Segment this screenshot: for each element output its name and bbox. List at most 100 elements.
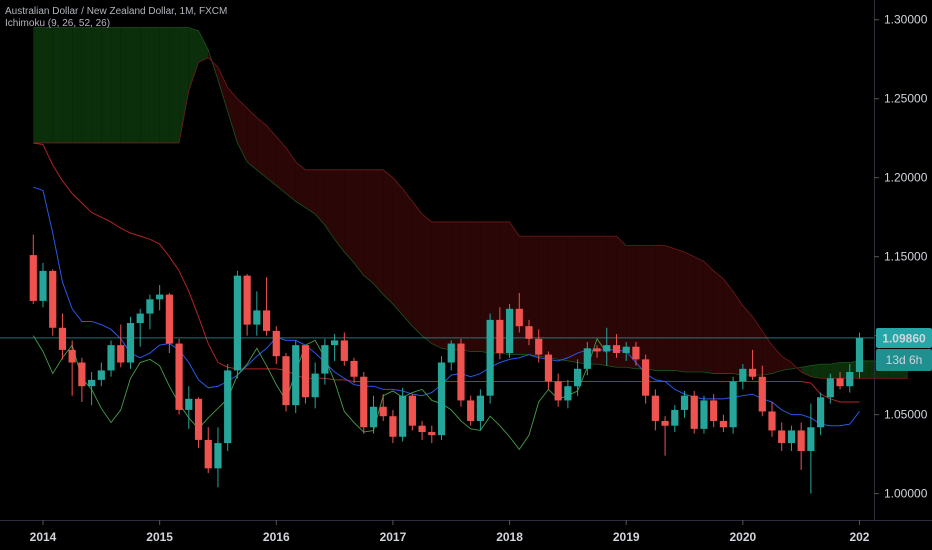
- cloud-segment: [62, 27, 73, 143]
- cloud-segment: [684, 251, 695, 372]
- candle-body: [729, 381, 737, 428]
- candle-body: [797, 430, 805, 451]
- cloud-segment: [772, 345, 782, 374]
- candle-body: [204, 439, 212, 469]
- candle-body: [836, 378, 844, 387]
- cloud-segment: [72, 27, 82, 143]
- candle-body: [447, 343, 455, 363]
- candle-body: [282, 356, 290, 406]
- cloud-segment: [198, 30, 209, 63]
- indicator-title[interactable]: Ichimoku (9, 26, 52, 26): [5, 18, 111, 29]
- cloud-segment: [169, 27, 180, 143]
- cloud-segment: [781, 356, 792, 371]
- cloud-segment: [694, 256, 704, 372]
- candle: [321, 338, 329, 385]
- cloud-segment: [305, 169, 316, 215]
- candle-body: [88, 379, 96, 387]
- candle-body: [331, 340, 339, 346]
- cloud-segment: [130, 27, 141, 143]
- cloud-segment: [703, 261, 714, 374]
- cloud-segment: [616, 236, 627, 368]
- candle: [574, 359, 582, 396]
- cloud-segment: [451, 221, 461, 350]
- candle: [826, 373, 834, 404]
- candle-body: [583, 348, 591, 369]
- chikou-span-line: [32, 335, 608, 451]
- candle: [282, 353, 290, 412]
- cloud-segment: [665, 245, 675, 371]
- candle-body: [262, 310, 271, 331]
- candle: [700, 395, 708, 434]
- time-axis[interactable]: 2014 2015 2016 2017 2018 2019 2020 202: [30, 520, 870, 544]
- candle: [428, 425, 436, 444]
- bar-countdown: 13d 6h: [886, 353, 923, 367]
- candle-body: [496, 319, 504, 354]
- cloud-segment: [606, 236, 617, 368]
- cloud-segment: [383, 169, 393, 305]
- candle: [292, 340, 300, 414]
- candle-body: [49, 270, 57, 328]
- candle-body: [817, 397, 825, 428]
- candle: [836, 371, 844, 390]
- symbol-title[interactable]: Australian Dollar / New Zealand Dollar, …: [5, 6, 228, 17]
- candle: [593, 345, 601, 358]
- candle-body: [719, 420, 727, 428]
- cloud-segment: [441, 221, 452, 350]
- x-tick-label: 2018: [496, 530, 523, 544]
- x-tick-label: 202: [849, 530, 869, 544]
- cloud-segment: [470, 221, 481, 352]
- candle-body: [739, 368, 747, 382]
- candle: [758, 365, 766, 417]
- candle-body: [574, 368, 582, 387]
- candle: [642, 354, 650, 404]
- x-tick-label: 2020: [729, 530, 756, 544]
- candle: [496, 307, 504, 360]
- kijun-sen-line: [33, 142, 860, 403]
- candle: [350, 357, 358, 384]
- candle: [651, 389, 659, 431]
- candle-body: [544, 354, 553, 382]
- candle: [233, 270, 241, 379]
- candle: [768, 402, 776, 437]
- candle: [535, 329, 543, 363]
- cloud-segment: [548, 236, 559, 360]
- candle: [369, 395, 378, 434]
- x-tick-label: 2017: [380, 530, 407, 544]
- candle: [126, 316, 135, 369]
- candle: [437, 356, 446, 440]
- candle-body: [632, 346, 640, 360]
- cloud-segment: [81, 27, 92, 143]
- candle: [78, 357, 86, 403]
- last-price-value: 1.09860: [882, 332, 926, 346]
- candle: [486, 313, 494, 404]
- candle: [661, 416, 669, 456]
- candle: [457, 338, 465, 407]
- candle: [505, 304, 514, 358]
- cloud-segment: [315, 169, 325, 226]
- candle: [632, 341, 640, 366]
- cloud-segment: [577, 236, 588, 365]
- candle-body: [360, 376, 368, 428]
- candle-body: [224, 370, 232, 444]
- candle: [156, 285, 164, 311]
- cloud-segment: [655, 245, 666, 371]
- cloud-segment: [587, 236, 598, 365]
- cloud-segment: [431, 221, 442, 349]
- candle-body: [253, 310, 261, 325]
- candle-body: [117, 345, 125, 363]
- cloud-segment: [363, 169, 374, 284]
- y-tick-label: 1.15000: [884, 250, 928, 264]
- last-price-label: 1.09860 13d 6h: [876, 328, 932, 371]
- cloud-segment: [344, 169, 355, 264]
- cloud-segment: [91, 27, 102, 143]
- candle-body: [651, 395, 659, 421]
- candle: [68, 340, 76, 396]
- candle-body: [642, 359, 650, 396]
- candle-body: [214, 443, 222, 469]
- candle-body: [428, 432, 436, 436]
- cloud-segment: [558, 236, 568, 361]
- candle: [447, 340, 455, 371]
- candle-body: [418, 425, 426, 433]
- candle: [719, 414, 727, 433]
